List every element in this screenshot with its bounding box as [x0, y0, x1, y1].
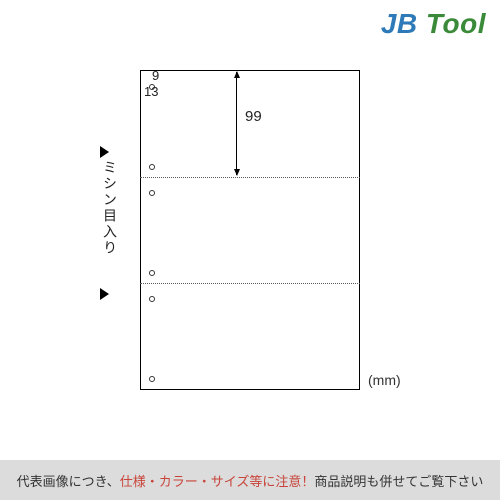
- punch-hole: [149, 270, 155, 276]
- perforation-label: ミシン目入り: [100, 160, 120, 256]
- triangle-marker-icon: [100, 146, 109, 158]
- unit-label: (mm): [368, 372, 401, 388]
- dimension-section-height: 99: [245, 108, 262, 125]
- logo-part-tool: Tool: [418, 8, 486, 39]
- punch-hole: [149, 190, 155, 196]
- logo-part-jb: JB: [381, 8, 418, 39]
- perforation-line: [140, 177, 360, 178]
- punch-hole: [149, 164, 155, 170]
- disclaimer-highlight: 仕様・カラー・サイズ等に注意！: [120, 474, 315, 489]
- product-image-area: JB Tool 9 13 99 ミシン目入り (mm): [0, 0, 500, 460]
- paper-diagram: 9 13 99: [140, 70, 360, 390]
- brand-logo: JB Tool: [381, 8, 486, 40]
- dimension-arrow-vertical: [236, 72, 237, 175]
- triangle-marker-icon: [100, 288, 109, 300]
- perforation-line: [140, 283, 360, 284]
- punch-hole: [149, 296, 155, 302]
- dimension-left-margin: 9: [152, 68, 159, 83]
- disclaimer-prefix: 代表画像につき、: [17, 474, 120, 489]
- disclaimer-bar: 代表画像につき、仕様・カラー・サイズ等に注意！商品説明も併せてご覧下さい: [0, 460, 500, 500]
- punch-hole: [149, 376, 155, 382]
- dimension-top-margin: 13: [144, 84, 158, 99]
- disclaimer-text: 代表画像につき、仕様・カラー・サイズ等に注意！商品説明も併せてご覧下さい: [17, 471, 484, 490]
- disclaimer-suffix: 商品説明も併せてご覧下さい: [314, 474, 483, 489]
